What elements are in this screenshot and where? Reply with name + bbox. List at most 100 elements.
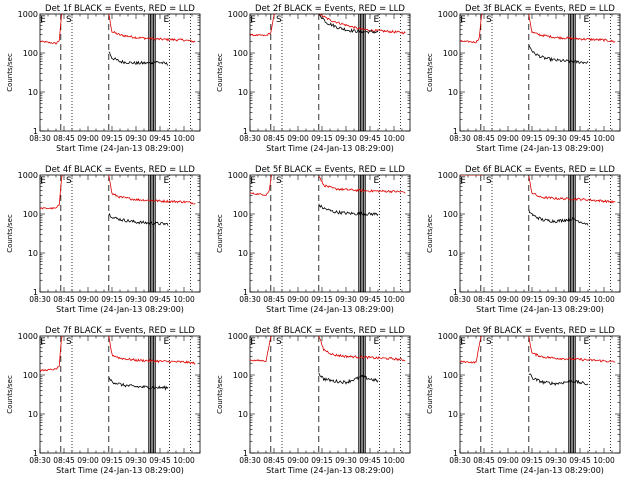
y-tick-label: 100: [23, 49, 38, 58]
x-axis-label: Start Time (24-Jan-13 08:29:00): [476, 466, 604, 475]
x-tick-label: 10:00: [383, 134, 405, 143]
x-tick-label: 09:30: [335, 295, 357, 304]
y-tick-label: 100: [233, 371, 248, 380]
x-tick-label: 09:45: [149, 295, 171, 304]
marker-label-s: S: [66, 337, 72, 347]
y-tick-label: 1: [453, 127, 458, 136]
y-tick-label: 10: [238, 88, 248, 97]
y-tick-label: 1000: [228, 10, 248, 19]
y-tick-label: 1: [33, 127, 38, 136]
lld-curve-pre: [250, 336, 273, 362]
x-tick-label: 09:15: [101, 134, 123, 143]
x-axis-label: Start Time (24-Jan-13 08:29:00): [56, 305, 184, 314]
x-axis-label: Start Time (24-Jan-13 08:29:00): [56, 144, 184, 153]
x-tick-label: 09:45: [569, 456, 591, 465]
events-curve-post: [108, 51, 169, 66]
lld-curve-pre: [460, 336, 483, 364]
panel-title: Det 9f BLACK = Events, RED = LLD: [465, 326, 615, 336]
marker-label-e: E: [164, 176, 170, 186]
panel-title: Det 4f BLACK = Events, RED = LLD: [45, 165, 195, 175]
lld-curve-pre: [460, 14, 483, 44]
y-axis-label: Counts/sec: [216, 53, 224, 92]
x-tick-label: 08:30: [239, 134, 261, 143]
y-tick-label: 10: [238, 410, 248, 419]
y-tick-label: 100: [23, 371, 38, 380]
panel-det-7: Det 7f BLACK = Events, RED = LLD 1 10 100 10…: [6, 326, 201, 475]
x-tick-label: 08:45: [473, 134, 495, 143]
y-tick-label: 1: [33, 288, 38, 297]
y-tick-label: 10: [448, 249, 458, 258]
plot-frame: [249, 13, 411, 132]
x-tick-label: 09:00: [497, 295, 519, 304]
x-tick-label: 08:45: [473, 456, 495, 465]
events-curve-post: [528, 209, 589, 226]
x-tick-label: 09:15: [101, 295, 123, 304]
x-tick-label: 09:30: [545, 295, 567, 304]
y-tick-label: 1000: [18, 332, 38, 341]
x-tick-label: 10:00: [593, 456, 615, 465]
marker-label-e: E: [584, 337, 590, 347]
plot-frame: [39, 13, 201, 132]
x-axis-label: Start Time (24-Jan-13 08:29:00): [476, 144, 604, 153]
panel-title: Det 7f BLACK = Events, RED = LLD: [45, 326, 195, 336]
x-tick-label: 08:30: [449, 295, 471, 304]
x-tick-label: 08:45: [473, 295, 495, 304]
y-axis-label: Counts/sec: [426, 53, 434, 92]
events-curve-post: [528, 44, 589, 65]
marker-label-e: E: [164, 337, 170, 347]
x-tick-label: 09:45: [359, 456, 381, 465]
panel-title: Det 1f BLACK = Events, RED = LLD: [45, 4, 195, 14]
x-tick-label: 09:30: [335, 134, 357, 143]
y-tick-label: 1: [453, 288, 458, 297]
x-axis-label: Start Time (24-Jan-13 08:29:00): [266, 305, 394, 314]
lld-curve-post: [528, 336, 616, 363]
panel-title: Det 5f BLACK = Events, RED = LLD: [255, 165, 405, 175]
panel-det-5: Det 5f BLACK = Events, RED = LLD 1 10 100 10…: [216, 165, 411, 314]
x-axis-label: Start Time (24-Jan-13 08:29:00): [266, 144, 394, 153]
panel-title: Det 2f BLACK = Events, RED = LLD: [255, 4, 405, 14]
x-tick-label: 10:00: [593, 295, 615, 304]
y-tick-label: 1000: [228, 332, 248, 341]
lld-curve-pre: [40, 336, 63, 372]
panel-det-8: Det 8f BLACK = Events, RED = LLD 1 10 100 10…: [216, 326, 411, 475]
x-tick-label: 09:45: [569, 295, 591, 304]
lld-curve-post: [318, 336, 406, 362]
x-tick-label: 09:00: [287, 295, 309, 304]
x-tick-label: 09:00: [77, 456, 99, 465]
x-tick-label: 10:00: [173, 134, 195, 143]
marker-label-s: S: [276, 337, 282, 347]
panel-title: Det 3f BLACK = Events, RED = LLD: [465, 4, 615, 14]
y-axis-label: Counts/sec: [216, 375, 224, 414]
x-tick-label: 09:30: [335, 456, 357, 465]
panel-det-1: Det 1f BLACK = Events, RED = LLD 1 10 100 10…: [6, 4, 201, 153]
marker-label-e: E: [40, 176, 46, 186]
x-tick-label: 08:45: [263, 295, 285, 304]
x-tick-label: 10:00: [383, 456, 405, 465]
marker-label-s: S: [276, 15, 282, 25]
x-tick-label: 08:45: [263, 134, 285, 143]
y-tick-label: 1000: [438, 10, 458, 19]
lld-curve-post: [528, 14, 616, 43]
marker-label-e: E: [374, 176, 380, 186]
x-tick-label: 08:30: [449, 134, 471, 143]
x-tick-label: 09:00: [497, 456, 519, 465]
marker-label-e: E: [40, 15, 46, 25]
events-curve-post: [318, 372, 379, 385]
x-axis-label: Start Time (24-Jan-13 08:29:00): [266, 466, 394, 475]
marker-label-e: E: [584, 15, 590, 25]
events-curve-post: [108, 377, 169, 391]
y-tick-label: 100: [233, 210, 248, 219]
x-tick-label: 09:30: [545, 456, 567, 465]
y-tick-label: 1000: [228, 171, 248, 180]
marker-label-e: E: [40, 337, 46, 347]
x-tick-label: 08:45: [53, 295, 75, 304]
y-tick-label: 100: [233, 49, 248, 58]
events-curve-post: [528, 373, 589, 387]
x-tick-label: 10:00: [383, 295, 405, 304]
y-axis-label: Counts/sec: [216, 214, 224, 253]
x-tick-label: 10:00: [173, 456, 195, 465]
marker-label-s: S: [66, 176, 72, 186]
marker-label-s: S: [486, 176, 492, 186]
lld-curve-post: [108, 14, 196, 43]
